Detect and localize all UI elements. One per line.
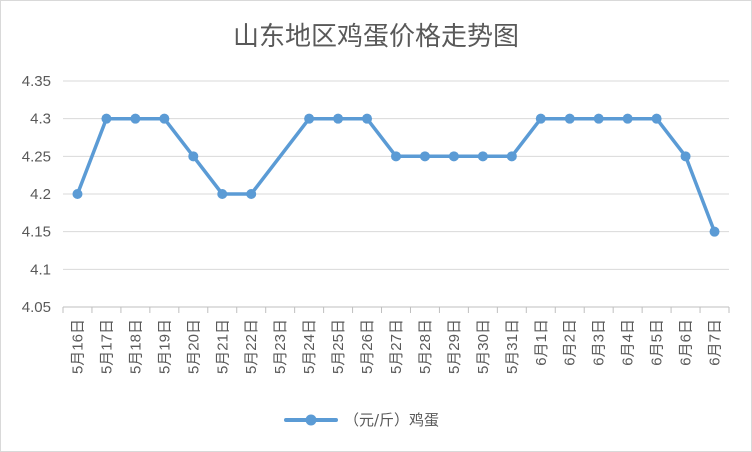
y-axis-ticks: 4.05 4.1 4.15 4.2 4.25 4.3 4.35 xyxy=(22,73,51,316)
y-tick-label: 4.15 xyxy=(22,224,51,241)
x-axis-ticks: 5月16日 5月17日 5月18日 5月19日 5月20日 5月21日 5月22日 5月23日… xyxy=(62,307,730,374)
data-point xyxy=(651,113,662,124)
x-tick-label: 6月3日 xyxy=(591,319,608,366)
x-tick-label: 5月28日 xyxy=(417,319,434,374)
x-tick-label: 5月17日 xyxy=(98,319,115,374)
y-tick-label: 4.25 xyxy=(22,148,51,165)
x-tick-label: 6月5日 xyxy=(649,319,666,366)
x-tick-label: 5月20日 xyxy=(185,319,202,374)
data-point xyxy=(391,151,401,162)
x-tick-label: 5月26日 xyxy=(359,319,376,374)
x-tick-label: 6月2日 xyxy=(562,319,579,366)
data-point xyxy=(101,113,112,124)
y-tick-label: 4.35 xyxy=(22,73,51,90)
y-tick-label: 4.05 xyxy=(22,299,51,316)
x-tick-label: 5月23日 xyxy=(272,319,289,374)
data-point xyxy=(448,151,459,162)
legend: （元/斤）鸡蛋 xyxy=(284,411,439,429)
legend-label: （元/斤）鸡蛋 xyxy=(344,411,439,429)
x-tick-label: 5月18日 xyxy=(127,319,144,374)
x-tick-label: 5月16日 xyxy=(69,319,86,374)
data-point xyxy=(304,113,315,124)
data-point xyxy=(564,113,575,124)
data-point xyxy=(333,113,344,124)
x-tick-label: 5月31日 xyxy=(504,319,521,374)
data-point xyxy=(72,189,83,199)
x-tick-label: 5月25日 xyxy=(330,319,347,374)
data-point xyxy=(477,151,488,162)
y-tick-label: 4.2 xyxy=(30,186,51,203)
x-tick-label: 5月19日 xyxy=(156,319,173,374)
x-tick-label: 5月27日 xyxy=(388,319,405,374)
x-tick-label: 5月30日 xyxy=(475,319,492,374)
data-point xyxy=(130,113,141,124)
x-tick-label: 6月6日 xyxy=(678,319,695,366)
chart-title: 山东地区鸡蛋价格走势图 xyxy=(233,22,519,52)
data-point xyxy=(188,151,199,162)
x-tick-label: 5月24日 xyxy=(301,319,318,374)
legend-point-marker xyxy=(305,414,317,426)
data-point xyxy=(593,113,604,124)
x-tick-label: 5月21日 xyxy=(214,319,231,374)
data-point xyxy=(709,226,720,237)
x-tick-label: 5月22日 xyxy=(243,319,260,374)
y-tick-label: 4.1 xyxy=(30,261,51,278)
data-point xyxy=(535,113,546,124)
data-point xyxy=(246,189,257,199)
x-tick-label: 5月29日 xyxy=(446,319,463,374)
data-point xyxy=(362,113,373,124)
data-point xyxy=(622,113,633,124)
data-point xyxy=(680,151,691,162)
series-line xyxy=(75,116,717,234)
data-point xyxy=(419,151,430,162)
x-tick-label: 6月7日 xyxy=(707,319,724,366)
x-tick-label: 6月1日 xyxy=(533,319,550,366)
data-point xyxy=(506,151,517,162)
y-tick-label: 4.3 xyxy=(30,111,51,128)
x-tick-label: 6月4日 xyxy=(620,319,637,366)
data-point xyxy=(159,113,170,124)
data-point xyxy=(217,189,228,199)
series-layer xyxy=(72,113,720,237)
